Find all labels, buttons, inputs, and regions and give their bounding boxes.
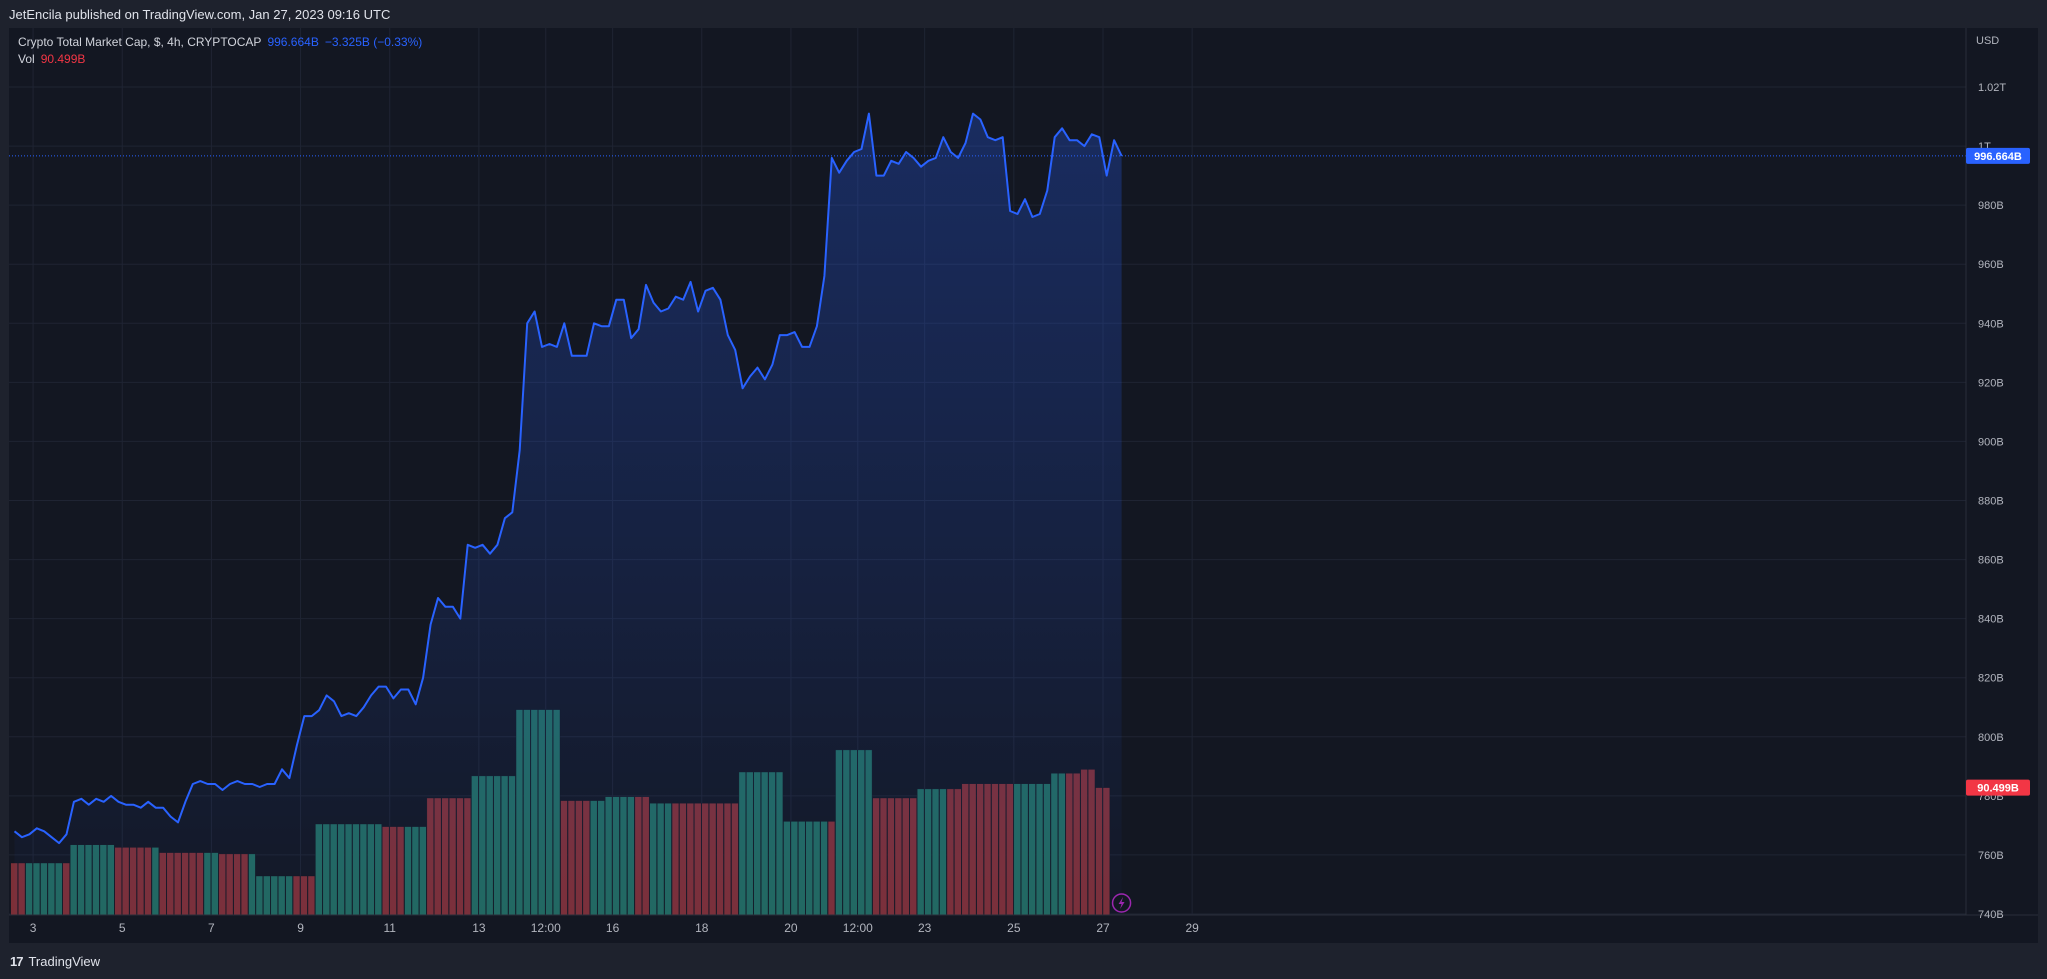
price-axis-currency: USD <box>1976 35 1999 47</box>
price-volume-chart[interactable]: USD740B760B780B800B820B840B860B880B900B9… <box>0 0 2047 943</box>
legend-volume-label[interactable]: Vol <box>18 52 35 66</box>
legend-volume-row: Vol 90.499B <box>18 51 422 68</box>
chart-legend: Crypto Total Market Cap, $, 4h, CRYPTOCA… <box>18 34 422 68</box>
y-tick-label: 960B <box>1978 259 2004 271</box>
x-tick-label: 18 <box>695 921 709 935</box>
legend-main-row: Crypto Total Market Cap, $, 4h, CRYPTOCA… <box>18 34 422 51</box>
legend-volume-value: 90.499B <box>40 52 86 66</box>
x-tick-label: 12:00 <box>843 921 873 935</box>
x-tick-label: 20 <box>784 921 798 935</box>
last-volume-tag: 90.499B <box>1966 779 2030 796</box>
x-tick-label: 25 <box>1007 921 1021 935</box>
x-tick-label: 11 <box>383 921 396 935</box>
x-tick-label: 29 <box>1185 921 1199 935</box>
chart-footer <box>0 943 2047 979</box>
y-tick-label: 840B <box>1978 614 2004 626</box>
publisher-info: JetEncila published on TradingView.com, … <box>9 7 391 22</box>
last-volume-tag-bg <box>1966 779 2030 796</box>
y-tick-label: 860B <box>1978 555 2004 567</box>
chart-header: JetEncila published on TradingView.com, … <box>0 0 2047 28</box>
legend-value: 996.664B <box>267 35 319 49</box>
x-tick-label: 12:00 <box>531 921 561 935</box>
legend-change: −3.325B (−0.33%) <box>324 35 423 49</box>
last-price-tag-text: 996.664B <box>1974 151 2022 163</box>
tradingview-logo-icon: 17 <box>10 954 24 969</box>
x-tick-label: 27 <box>1096 921 1110 935</box>
y-tick-label: 880B <box>1978 496 2004 508</box>
y-tick-label: 740B <box>1978 909 2004 921</box>
price-area-fill <box>14 113 1122 916</box>
y-tick-label: 940B <box>1978 318 2004 330</box>
x-tick-label: 3 <box>30 921 37 935</box>
y-tick-label: 800B <box>1978 732 2004 744</box>
x-tick-label: 16 <box>606 921 620 935</box>
x-tick-label: 13 <box>472 921 486 935</box>
y-tick-label: 920B <box>1978 377 2004 389</box>
x-tick-label: 9 <box>297 921 304 935</box>
tradingview-logo-text: TradingView <box>28 954 101 969</box>
last-volume-tag-text: 90.499B <box>1977 783 2019 795</box>
last-price-tag: 996.664B <box>1966 147 2030 164</box>
y-tick-label: 760B <box>1978 850 2004 862</box>
x-tick-label: 5 <box>119 921 126 935</box>
price-line[interactable] <box>13 112 1123 845</box>
y-tick-label: 820B <box>1978 673 2004 685</box>
last-price-tag-bg <box>1966 147 2030 164</box>
y-tick-label: 1.02T <box>1978 82 2006 94</box>
x-tick-label: 23 <box>918 921 932 935</box>
x-tick-label: 7 <box>208 921 215 935</box>
y-tick-label: 900B <box>1978 436 2004 448</box>
tradingview-logo[interactable]: 17 TradingView <box>10 954 100 969</box>
lightning-icon[interactable] <box>1111 893 1132 913</box>
legend-symbol[interactable]: Crypto Total Market Cap, $, 4h, CRYPTOCA… <box>18 35 262 49</box>
y-tick-label: 980B <box>1978 200 2004 212</box>
